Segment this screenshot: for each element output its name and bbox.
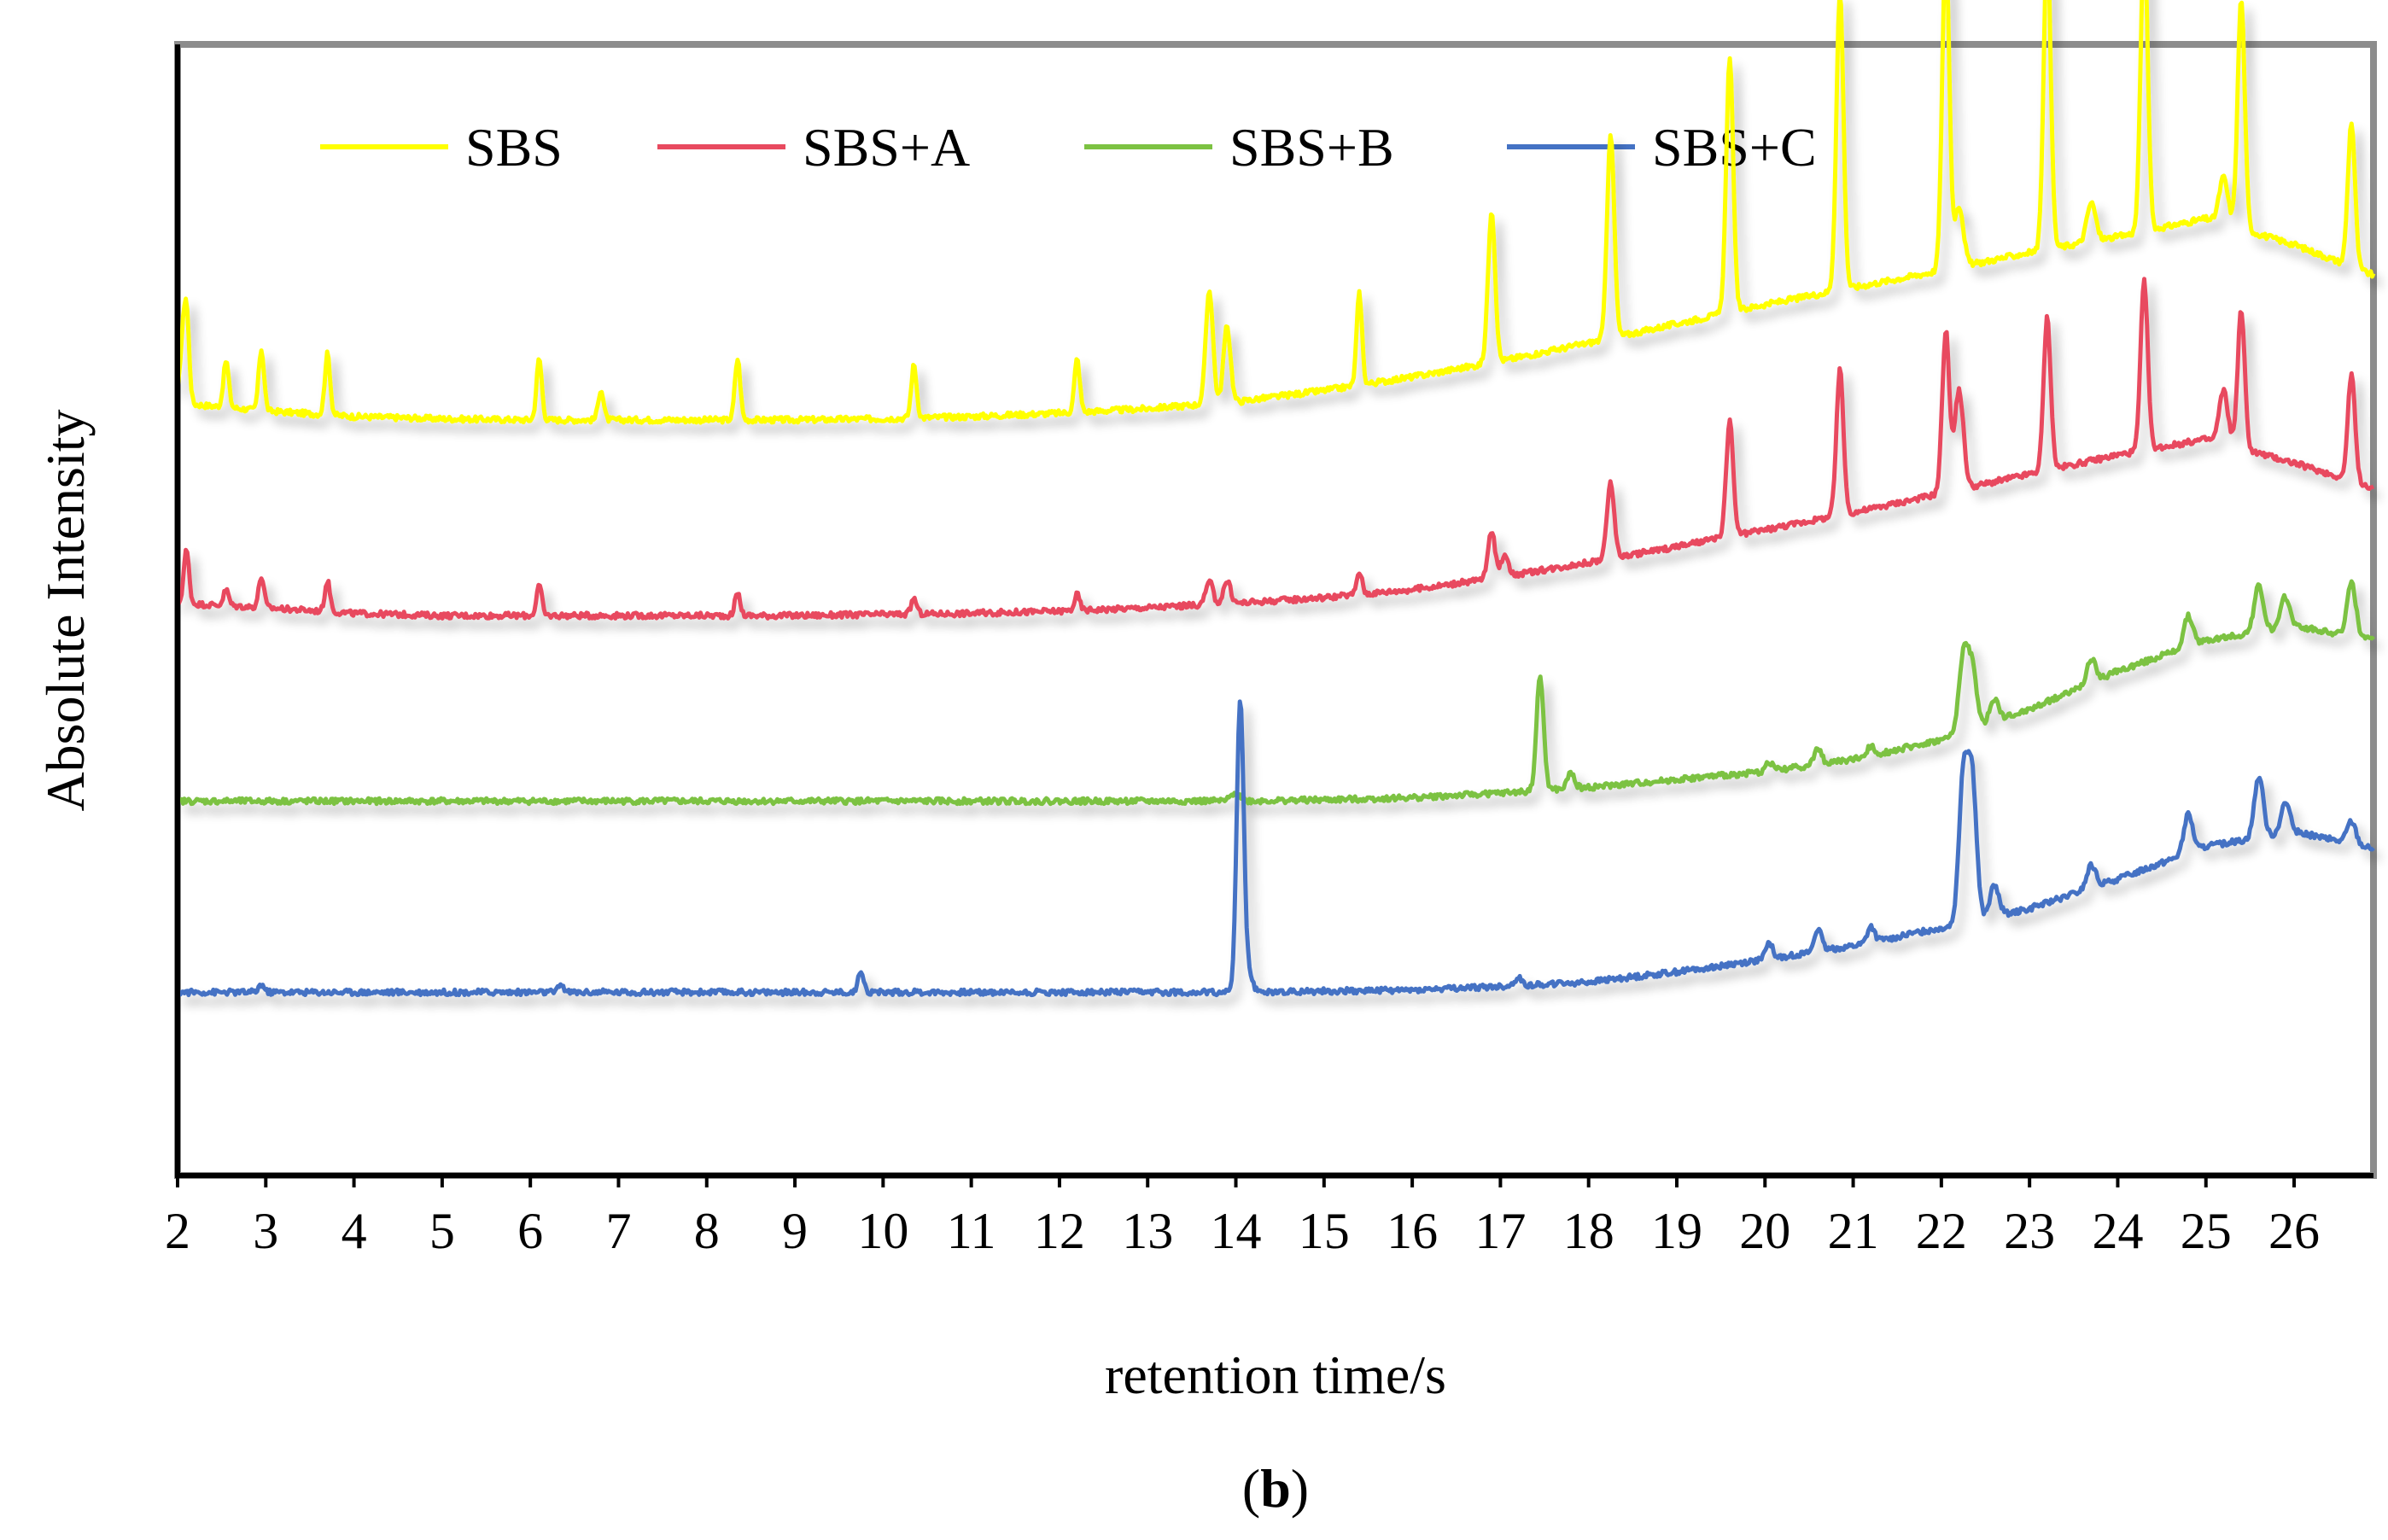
x-tick-label: 20 xyxy=(1739,1203,1790,1259)
x-tick-label: 23 xyxy=(2004,1203,2055,1259)
legend-label-sbs-a: SBS+A xyxy=(803,117,970,178)
x-axis-title: retention time/s xyxy=(1105,1345,1446,1405)
x-ticks: 2 3 4 5 6 7 8 9 10 11 12 13 14 15 16 17 18 19 20 21 22 23 24 25… xyxy=(165,1175,2320,1259)
x-tick-label: 22 xyxy=(1916,1203,1967,1259)
legend-label-sbs: SBS xyxy=(465,117,563,178)
x-tick-label: 13 xyxy=(1122,1203,1173,1259)
figure-caption: (b) xyxy=(1242,1458,1309,1519)
x-tick-label: 21 xyxy=(1828,1203,1879,1259)
x-tick-label: 26 xyxy=(2268,1203,2320,1259)
x-tick-label: 14 xyxy=(1211,1203,1262,1259)
x-tick-label: 8 xyxy=(694,1203,720,1259)
x-tick-label: 2 xyxy=(165,1203,190,1259)
x-tick-label: 25 xyxy=(2181,1203,2232,1259)
x-tick-label: 5 xyxy=(429,1203,455,1259)
x-tick-label: 4 xyxy=(342,1203,367,1259)
x-tick-label: 15 xyxy=(1299,1203,1350,1259)
series-line-sbs xyxy=(175,0,2376,425)
legend-label-sbs-b: SBS+B xyxy=(1229,117,1394,178)
x-tick-label: 6 xyxy=(517,1203,543,1259)
x-tick-label: 18 xyxy=(1563,1203,1614,1259)
caption-letter: b xyxy=(1260,1458,1291,1519)
series-layer xyxy=(175,0,2376,998)
x-tick-label: 12 xyxy=(1034,1203,1085,1259)
x-tick-label: 16 xyxy=(1387,1203,1438,1259)
legend: SBS SBS+A SBS+B SBS+C xyxy=(320,117,1817,178)
x-tick-label: 17 xyxy=(1474,1203,1526,1259)
series-line-sbs-c xyxy=(175,699,2375,998)
x-tick-label: 19 xyxy=(1651,1203,1702,1259)
series-line-sbs-a xyxy=(175,277,2375,621)
series-line-sbs-b xyxy=(176,579,2375,807)
y-axis-title: Absolute Intensity xyxy=(35,409,96,811)
x-tick-label: 10 xyxy=(857,1203,908,1259)
x-tick-label: 11 xyxy=(947,1203,996,1259)
x-tick-label: 7 xyxy=(605,1203,631,1259)
x-tick-label: 24 xyxy=(2092,1203,2143,1259)
x-tick-label: 3 xyxy=(253,1203,278,1259)
plot-area-border xyxy=(174,41,2377,1179)
x-tick-label: 9 xyxy=(782,1203,808,1259)
